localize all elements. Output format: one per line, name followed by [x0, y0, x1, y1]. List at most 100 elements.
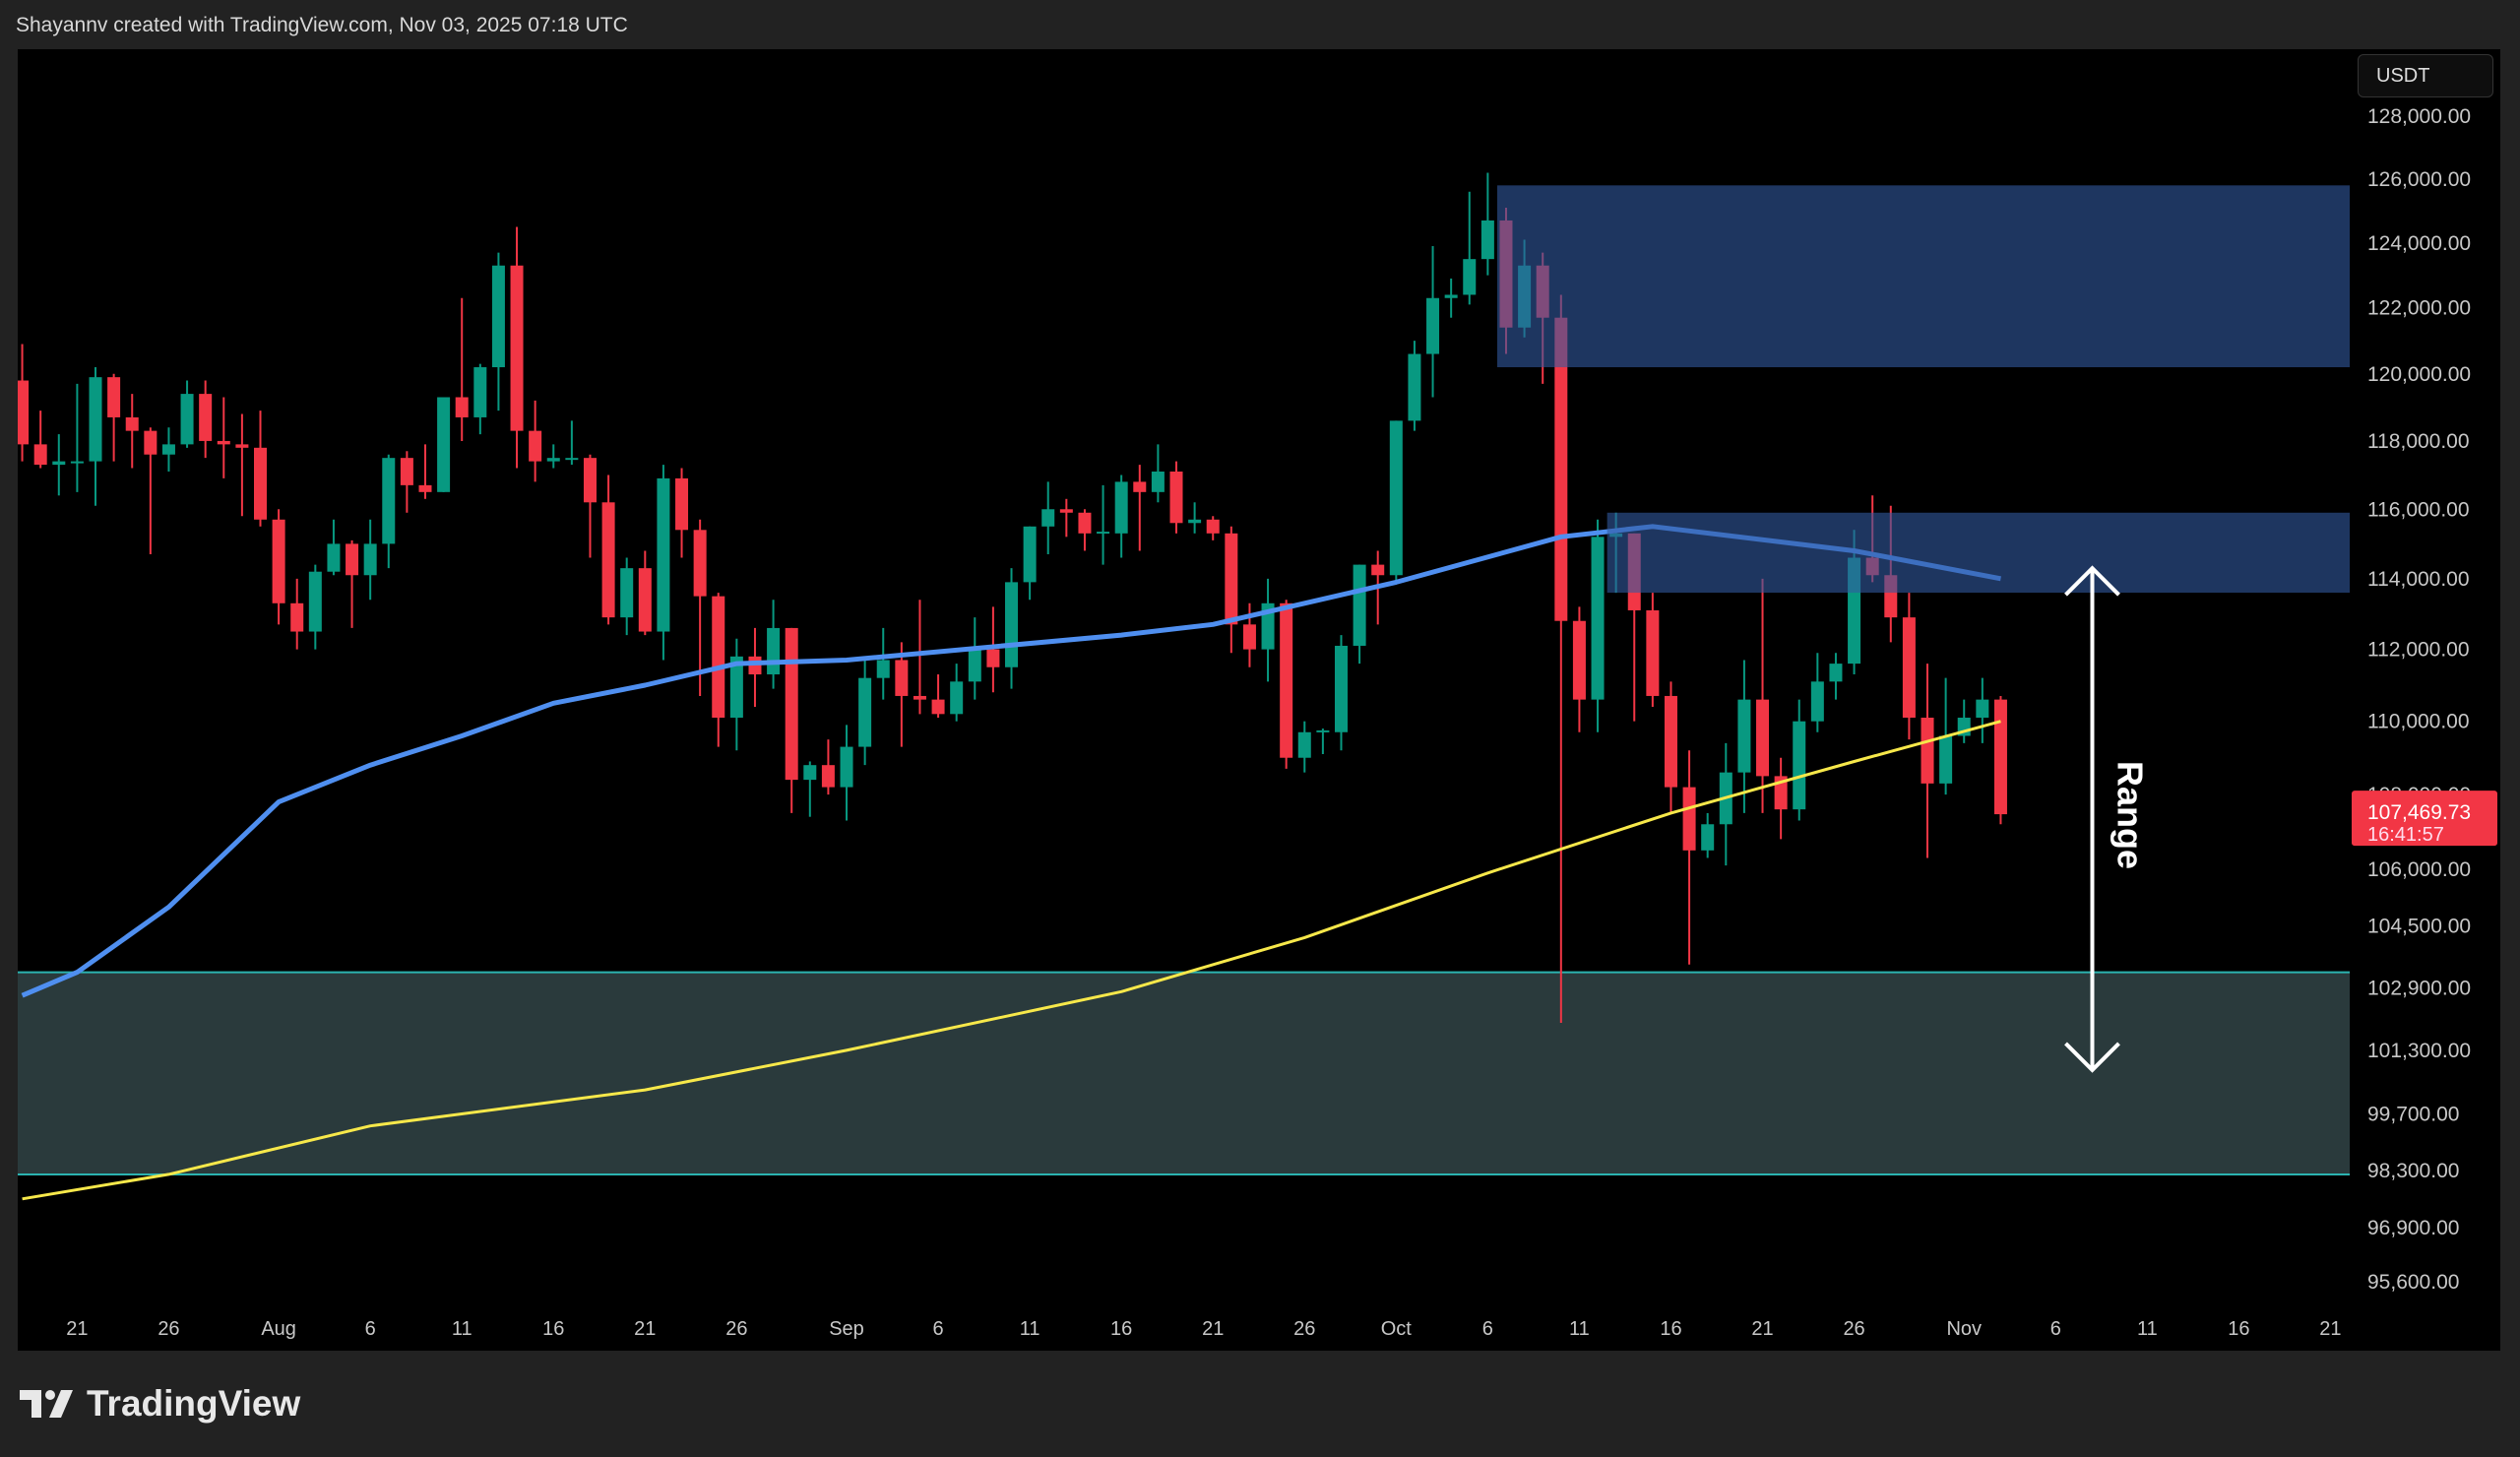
candle-body: [693, 530, 707, 597]
time-axis-tick-label: 21: [1202, 1318, 1224, 1340]
time-axis-tick-label: 6: [933, 1318, 944, 1340]
candle-body: [583, 458, 597, 503]
time-axis-tick-label: 6: [365, 1318, 376, 1340]
candle-body: [529, 430, 542, 462]
candle-body: [1682, 787, 1696, 851]
candle-body: [1297, 731, 1311, 758]
candle-body: [840, 746, 853, 788]
candle-body: [1151, 471, 1165, 492]
candle-body: [107, 377, 121, 417]
candle-body: [913, 695, 926, 700]
price-axis-tick-label: 104,500.00: [2367, 916, 2471, 938]
candle-body: [1939, 735, 1953, 784]
price-axis-tick-label: 98,300.00: [2367, 1160, 2459, 1182]
candle-body: [1976, 699, 1989, 719]
candle-body: [363, 543, 377, 576]
candle-body: [821, 765, 835, 788]
candle-body: [950, 681, 964, 715]
price-axis-tick-label: 124,000.00: [2367, 232, 2471, 255]
candlestick-chart[interactable]: Range 128,000.00 126,000.00 124,000.00 122,0…: [18, 49, 2500, 1351]
time-axis-tick-label: 16: [2228, 1318, 2249, 1340]
currency-selector[interactable]: USDT: [2358, 54, 2493, 97]
candle-body: [931, 699, 945, 715]
candle-body: [1225, 533, 1238, 625]
price-axis-tick-label: 114,000.00: [2367, 568, 2470, 591]
candle-body: [473, 367, 487, 417]
range-arrow-down-head: [2064, 1042, 2120, 1073]
tradingview-logo[interactable]: TradingView: [20, 1383, 300, 1425]
candle-body: [803, 765, 817, 781]
candle-body: [418, 484, 432, 492]
candle-body: [437, 397, 451, 492]
candle-body: [1169, 471, 1183, 524]
candle-body: [1737, 699, 1751, 773]
tradingview-logo-icon: [20, 1390, 73, 1418]
candle-body: [382, 458, 396, 544]
supply-zone[interactable]: [1496, 185, 2350, 368]
candle-body: [1078, 512, 1092, 534]
candle-body: [217, 440, 230, 445]
candle-body: [1005, 582, 1019, 667]
candle-body: [858, 677, 872, 747]
candle-body: [18, 380, 30, 445]
candle-body: [161, 444, 175, 455]
candle-body: [1646, 609, 1660, 696]
candle-body: [1810, 681, 1824, 722]
supply-zone[interactable]: [1606, 512, 2350, 594]
price-axis-tick-label: 128,000.00: [2367, 105, 2471, 128]
time-axis-tick-label: Nov: [1946, 1318, 1982, 1340]
time-axis-tick-label: 21: [2319, 1318, 2341, 1340]
chart-attribution: Shayannv created with TradingView.com, N…: [16, 14, 628, 36]
time-axis-tick-label: 26: [725, 1318, 747, 1340]
candle-body: [125, 416, 139, 431]
candle-body: [235, 444, 249, 448]
candle-body: [1242, 624, 1256, 650]
price-axis-tick-label: 102,900.00: [2367, 977, 2471, 999]
last-price-tag: [2352, 791, 2497, 847]
candle-body: [601, 502, 615, 618]
time-axis-tick-label: 16: [1660, 1318, 1681, 1340]
price-axis-tick-label: 126,000.00: [2367, 168, 2471, 191]
candle-body: [180, 394, 194, 445]
tradingview-logo-text: TradingView: [87, 1383, 301, 1424]
candle-body: [785, 627, 798, 781]
price-axis-tick-label: 99,700.00: [2367, 1103, 2459, 1125]
candle-body: [1793, 721, 1806, 810]
moving-average-slow-line: [22, 720, 2001, 1201]
candle-body: [290, 602, 304, 632]
candle-body: [1114, 481, 1128, 534]
candle-body: [1097, 532, 1110, 535]
candle-body: [510, 265, 524, 431]
price-axis-tick-label: 106,000.00: [2367, 858, 2471, 881]
candle-body: [1426, 297, 1440, 354]
candle-body: [1554, 317, 1568, 621]
candle-body: [546, 458, 560, 462]
time-axis-tick-label: 11: [1569, 1318, 1590, 1340]
candle-body: [675, 477, 689, 531]
candle-body: [400, 458, 413, 485]
candle-body: [638, 568, 652, 632]
candle-body: [1280, 602, 1293, 758]
time-axis-tick-label: 6: [1482, 1318, 1493, 1340]
candle-body: [1133, 481, 1147, 492]
candle-body: [968, 649, 981, 682]
candle-body: [1701, 824, 1715, 851]
candle-body: [767, 627, 781, 675]
candle-body: [1480, 220, 1494, 260]
candle-body: [657, 477, 670, 632]
time-axis-tick-label: 21: [66, 1318, 88, 1340]
candle-body: [70, 461, 84, 464]
time-axis-tick-label: 26: [1843, 1318, 1864, 1340]
candle-body: [1353, 564, 1366, 646]
candle-body: [1389, 420, 1403, 576]
candle-body: [33, 444, 47, 466]
price-axis-tick-label: 122,000.00: [2367, 297, 2471, 320]
candle-body: [1921, 718, 1934, 784]
time-axis-tick-label: Sep: [829, 1318, 864, 1340]
chart-pane[interactable]: Range 128,000.00 126,000.00 124,000.00 122,0…: [18, 49, 2500, 1351]
candle-body: [1408, 353, 1421, 421]
last-price-value: 107,469.73: [2367, 801, 2471, 824]
price-axis-tick-label: 101,300.00: [2367, 1040, 2471, 1062]
range-arrow-up-head: [2064, 565, 2120, 597]
candle-body: [1316, 729, 1330, 732]
